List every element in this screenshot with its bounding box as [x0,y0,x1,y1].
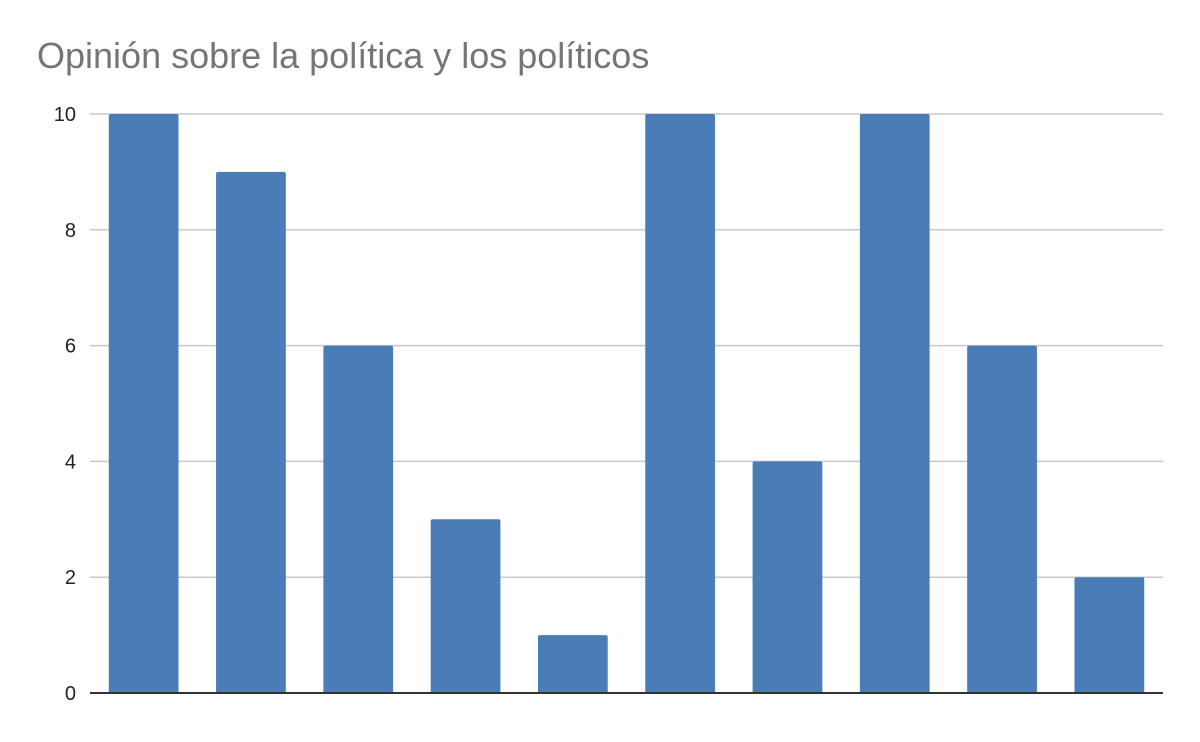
y-tick-label: 2 [65,567,76,589]
y-tick-label: 4 [65,451,76,473]
y-axis-tick-labels: 0 2 4 6 8 10 [54,104,76,705]
y-tick-label: 6 [65,336,76,358]
bar [323,345,394,693]
bar [1074,577,1145,693]
chart-title: Opinión sobre la política y los político… [37,35,649,76]
bar [645,114,716,693]
bar [430,519,501,693]
y-tick-label: 8 [65,220,76,242]
bars [108,114,1145,693]
bar [752,461,823,693]
y-tick-label: 10 [54,104,76,126]
bar [859,114,930,693]
bar [967,345,1037,693]
bar [108,114,179,693]
y-tick-label: 0 [65,683,76,705]
bar [216,171,286,693]
bar [537,635,608,693]
